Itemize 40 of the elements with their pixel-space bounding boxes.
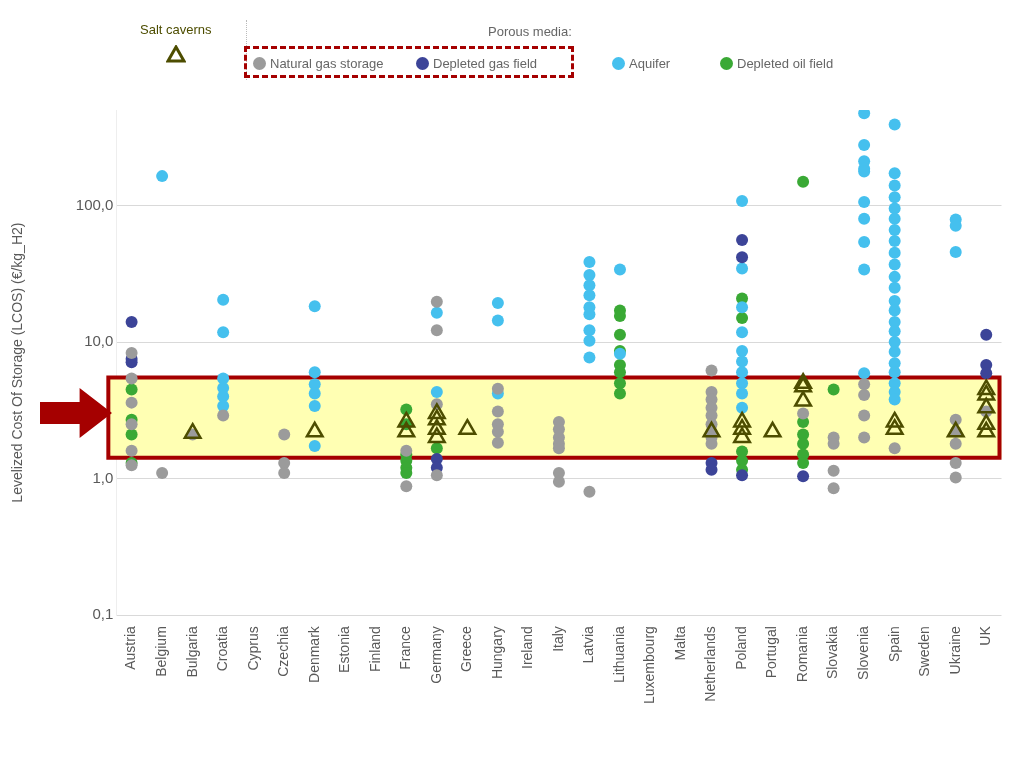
x-tick-label: Croatia: [214, 625, 231, 672]
x-tick-label: Austria: [122, 625, 139, 670]
text: Salt caverns: [140, 22, 212, 37]
x-tick-label: Malta: [671, 625, 688, 661]
x-tick-label: Belgium: [152, 626, 169, 677]
legend-title: Porous media:: [488, 24, 572, 39]
x-tick-label: Lithuania: [610, 625, 627, 683]
y-tick-label: 0,1: [92, 605, 114, 623]
x-tick-label: Poland: [732, 626, 749, 670]
y-tick-label: 10,0: [84, 332, 114, 350]
x-tick-label: Estonia: [336, 625, 353, 673]
x-tick-label: UK: [977, 625, 994, 646]
x-tick-label: France: [397, 625, 414, 670]
y-axis-title: Levelized Cost Of Storage (LCOS) (€/kg_H2): [9, 222, 26, 503]
x-tick-label: Finland: [366, 626, 383, 673]
x-tick-label: Slovenia: [855, 625, 872, 680]
x-tick-label: Italy: [549, 626, 566, 652]
x-tick-label: Netherlands: [702, 626, 719, 702]
x-tick-label: Denmark: [305, 625, 322, 683]
legend-label: Depleted gas field: [433, 56, 538, 71]
x-tick-label: Luxembourg: [641, 626, 658, 704]
x-tick-label: Latvia: [580, 625, 597, 664]
x-tick-label: Slovakia: [824, 625, 841, 680]
x-tick-label: Czechia: [275, 625, 292, 677]
x-tick-label: Romania: [793, 625, 810, 683]
x-tick-label: Bulgaria: [183, 625, 200, 678]
x-tick-label: Portugal: [763, 626, 780, 679]
legend-label: Aquifer: [629, 56, 671, 71]
x-tick-label: Germany: [427, 626, 444, 684]
x-tick-label: Cyprus: [244, 626, 261, 671]
x-tick-label: Hungary: [488, 626, 505, 680]
x-tick-label: Greece: [458, 625, 475, 673]
legend-label: Natural gas storage: [270, 56, 384, 71]
x-tick-label: Spain: [885, 626, 902, 662]
legend-label: Depleted oil field: [737, 56, 834, 71]
x-tick-label: Sweden: [916, 626, 933, 677]
x-tick-label: Ukraine: [946, 625, 963, 675]
y-tick-label: 1,0: [92, 468, 114, 486]
x-tick-label: Ireland: [519, 626, 536, 669]
y-tick-label: 100,0: [75, 195, 114, 213]
